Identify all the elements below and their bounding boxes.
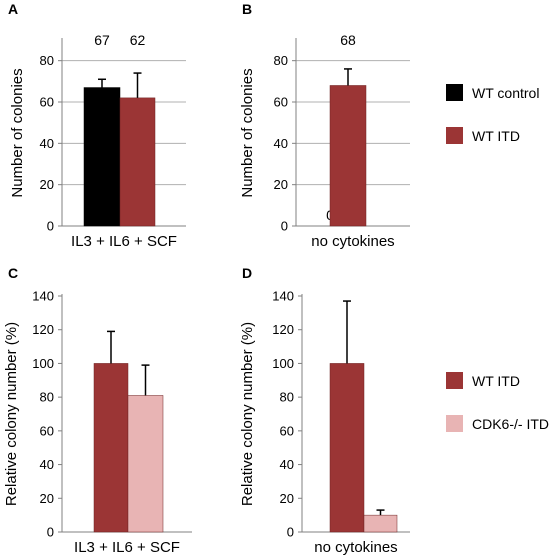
legend-2: WT ITD CDK6-/- ITD: [446, 372, 549, 432]
panel-letter: A: [8, 1, 18, 17]
panel-a: A 0 20 40 60 80 Number of colonies IL3 + IL6 + …: [8, 1, 186, 250]
x-axis-label: IL3 + IL6 + SCF: [71, 233, 177, 250]
panel-letter: B: [242, 1, 252, 17]
legend-label: CDK6-/- ITD: [472, 416, 549, 432]
x-axis-label: IL3 + IL6 + SCF: [74, 539, 180, 555]
bar-cdk6-itd: [363, 514, 398, 533]
legend-swatch: [446, 372, 463, 389]
y-tick-label: 140: [272, 289, 294, 304]
legend-label: WT ITD: [472, 128, 520, 144]
y-tick-label: 0: [287, 525, 294, 540]
y-axis-label: Relative colony number (%): [239, 322, 256, 506]
bar-wt-itd: [329, 85, 367, 227]
y-tick-label: 40: [280, 457, 294, 472]
y-tick-label: 40: [40, 136, 54, 151]
legend-swatch: [446, 84, 463, 101]
y-tick-label: 0: [47, 219, 54, 234]
y-tick-label: 80: [274, 53, 288, 68]
bar-wt-control: [83, 87, 121, 227]
panel-b: B 0 20 40 60 80 Number of colonies no cytokines…: [239, 1, 410, 250]
y-tick-label: 80: [280, 390, 294, 405]
legend-label: WT ITD: [472, 373, 520, 389]
y-tick-label: 40: [40, 457, 54, 472]
y-tick-label: 120: [272, 322, 294, 337]
legend-swatch: [446, 127, 463, 144]
y-tick-label: 0: [281, 219, 288, 234]
y-tick-label: 100: [32, 356, 54, 371]
bar-wt-itd: [119, 97, 156, 227]
y-tick-label: 60: [280, 423, 294, 438]
panel-d: D 0 20 40 60 80 100 120 140 Relative colony numbe…: [239, 265, 410, 555]
bar-cdk6-itd: [127, 395, 164, 533]
panel-c: C 0 20 40 60 80 100 120 140 Relative colony numbe…: [3, 265, 192, 555]
bar-wt-itd: [93, 363, 129, 533]
y-tick-label: 20: [274, 177, 288, 192]
y-tick-label: 0: [47, 525, 54, 540]
legend-1: WT control WT ITD: [446, 84, 539, 144]
x-axis-label: no cytokines: [314, 539, 397, 555]
y-tick-label: 40: [274, 136, 288, 151]
y-axis-label: Relative colony number (%): [3, 322, 20, 506]
data-label: 67: [94, 32, 110, 48]
y-tick-label: 60: [274, 95, 288, 110]
y-tick-label: 60: [40, 95, 54, 110]
y-tick-label: 80: [40, 53, 54, 68]
y-tick-label: 140: [32, 289, 54, 304]
y-tick-label: 100: [272, 356, 294, 371]
y-tick-label: 20: [280, 491, 294, 506]
data-label: 68: [340, 32, 356, 48]
legend-swatch: [446, 415, 463, 432]
y-tick-label: 80: [40, 390, 54, 405]
panel-letter: C: [8, 265, 18, 281]
y-axis-label: Number of colonies: [9, 68, 26, 197]
y-tick-label: 20: [40, 491, 54, 506]
data-label: 62: [130, 32, 146, 48]
bar-wt-itd: [329, 363, 365, 533]
panel-letter: D: [242, 265, 252, 281]
legend-label: WT control: [472, 85, 539, 101]
y-tick-label: 120: [32, 322, 54, 337]
y-tick-label: 60: [40, 423, 54, 438]
y-axis-label: Number of colonies: [239, 68, 256, 197]
y-tick-label: 20: [40, 177, 54, 192]
x-axis-label: no cytokines: [311, 233, 394, 250]
